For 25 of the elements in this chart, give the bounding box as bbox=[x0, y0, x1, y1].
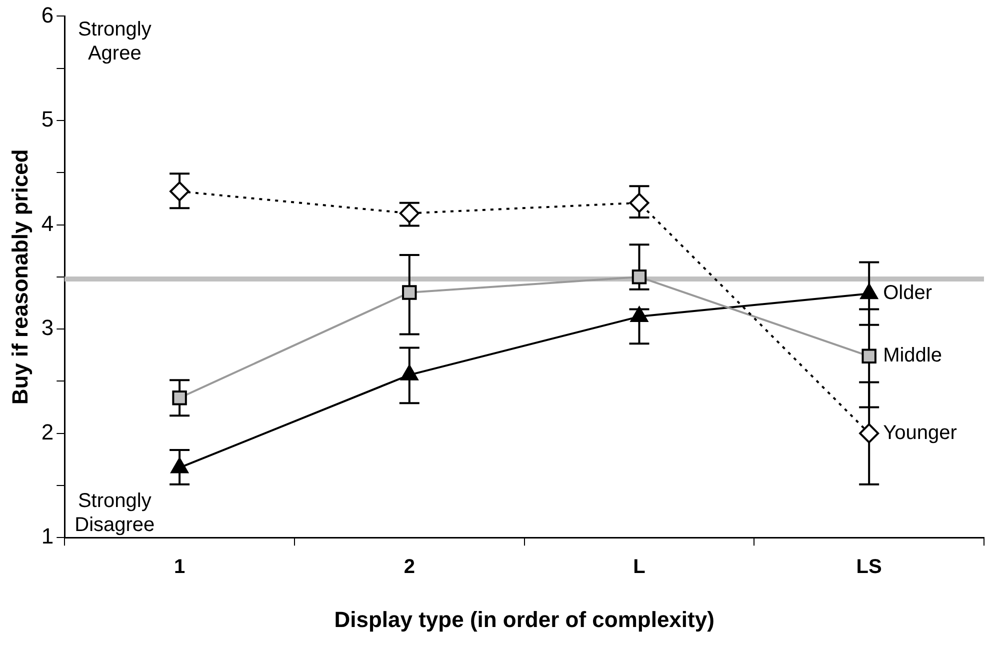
y-tick-label: 2 bbox=[41, 419, 54, 444]
x-tick-label: LS bbox=[856, 556, 882, 578]
series-label: Older bbox=[883, 282, 932, 304]
point bbox=[862, 348, 876, 364]
x-tick-label: L bbox=[633, 556, 646, 578]
series-label: Younger bbox=[883, 422, 958, 444]
y-axis-title: Buy if reasonably priced bbox=[7, 149, 32, 405]
point bbox=[632, 270, 647, 284]
point bbox=[402, 285, 417, 300]
x-tick-label: 1 bbox=[174, 556, 186, 578]
x-tick-label: 2 bbox=[404, 556, 415, 578]
point bbox=[172, 390, 187, 406]
y-tick-label: 3 bbox=[41, 315, 54, 340]
annotation: Strongly Disagree bbox=[74, 490, 155, 536]
annotation: Strongly Agree bbox=[78, 18, 152, 65]
x-axis-title: Display type (in order of complexity) bbox=[334, 606, 714, 632]
point bbox=[399, 203, 420, 224]
series-label: Middle bbox=[883, 344, 942, 367]
point bbox=[629, 192, 650, 213]
y-tick-label: 4 bbox=[41, 210, 54, 236]
point bbox=[859, 423, 880, 444]
y-tick-label: 5 bbox=[41, 106, 54, 132]
y-tick-label: 1 bbox=[41, 524, 54, 549]
y-tick-label: 6 bbox=[41, 2, 54, 28]
point bbox=[170, 181, 190, 202]
